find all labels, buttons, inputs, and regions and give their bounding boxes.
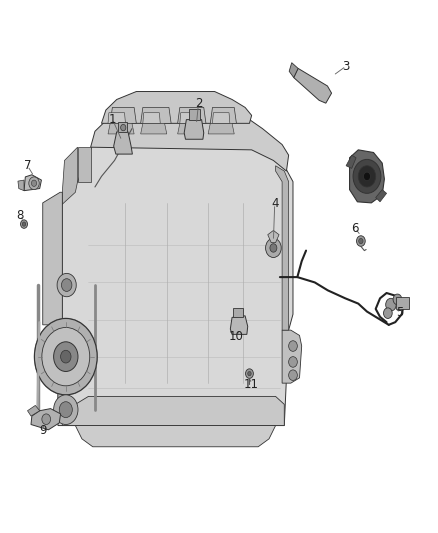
Circle shape (353, 159, 381, 193)
Polygon shape (62, 397, 284, 425)
Circle shape (270, 244, 277, 252)
Circle shape (384, 308, 392, 318)
Circle shape (21, 220, 28, 228)
Polygon shape (31, 409, 60, 430)
Text: 1: 1 (109, 112, 116, 126)
Circle shape (393, 294, 402, 305)
Polygon shape (184, 119, 204, 139)
Polygon shape (376, 190, 387, 202)
Text: 2: 2 (195, 96, 202, 110)
Circle shape (32, 180, 37, 187)
Circle shape (61, 279, 72, 292)
Polygon shape (110, 108, 136, 123)
Circle shape (289, 341, 297, 351)
Circle shape (29, 177, 39, 190)
Polygon shape (24, 175, 42, 191)
Circle shape (358, 166, 376, 187)
Polygon shape (396, 297, 409, 309)
Polygon shape (178, 123, 204, 134)
Polygon shape (268, 230, 279, 243)
Polygon shape (294, 68, 332, 103)
Text: 3: 3 (343, 60, 350, 72)
Polygon shape (208, 123, 234, 134)
Polygon shape (28, 406, 40, 416)
Text: 10: 10 (229, 330, 244, 343)
Circle shape (53, 342, 78, 372)
Circle shape (289, 370, 297, 381)
Polygon shape (78, 147, 91, 182)
Polygon shape (18, 180, 24, 191)
Polygon shape (350, 150, 385, 203)
Polygon shape (102, 92, 252, 123)
Polygon shape (58, 147, 78, 420)
Polygon shape (230, 316, 248, 334)
Circle shape (248, 372, 251, 376)
Polygon shape (108, 113, 125, 123)
Polygon shape (43, 192, 62, 325)
Polygon shape (282, 330, 302, 383)
Circle shape (246, 369, 253, 378)
Circle shape (359, 238, 363, 244)
Polygon shape (117, 122, 127, 132)
Circle shape (35, 318, 97, 395)
Polygon shape (143, 113, 160, 123)
Circle shape (53, 395, 78, 424)
Circle shape (57, 273, 76, 297)
Circle shape (60, 350, 71, 363)
Circle shape (289, 357, 297, 367)
Text: 11: 11 (244, 378, 259, 391)
Polygon shape (180, 113, 197, 123)
Polygon shape (91, 110, 289, 171)
Polygon shape (210, 108, 237, 123)
Circle shape (357, 236, 365, 246)
Polygon shape (276, 166, 289, 330)
Polygon shape (233, 308, 244, 317)
Text: 4: 4 (271, 197, 279, 211)
Polygon shape (141, 123, 167, 134)
Polygon shape (75, 425, 276, 447)
Text: 6: 6 (351, 222, 359, 235)
Circle shape (22, 222, 26, 226)
Polygon shape (212, 113, 230, 123)
Text: 8: 8 (16, 209, 23, 222)
Circle shape (364, 172, 371, 181)
Polygon shape (58, 128, 293, 425)
Circle shape (59, 402, 72, 418)
Polygon shape (108, 123, 134, 134)
Polygon shape (178, 108, 206, 123)
Circle shape (120, 124, 126, 131)
Polygon shape (289, 63, 298, 78)
Polygon shape (141, 108, 171, 123)
Text: 7: 7 (24, 159, 31, 172)
Text: 9: 9 (39, 424, 46, 438)
Circle shape (265, 238, 281, 257)
Text: 5: 5 (396, 306, 404, 319)
Polygon shape (188, 109, 200, 119)
Circle shape (42, 327, 90, 386)
Polygon shape (346, 155, 356, 168)
Circle shape (42, 414, 50, 424)
Circle shape (386, 298, 396, 311)
Polygon shape (114, 132, 132, 154)
